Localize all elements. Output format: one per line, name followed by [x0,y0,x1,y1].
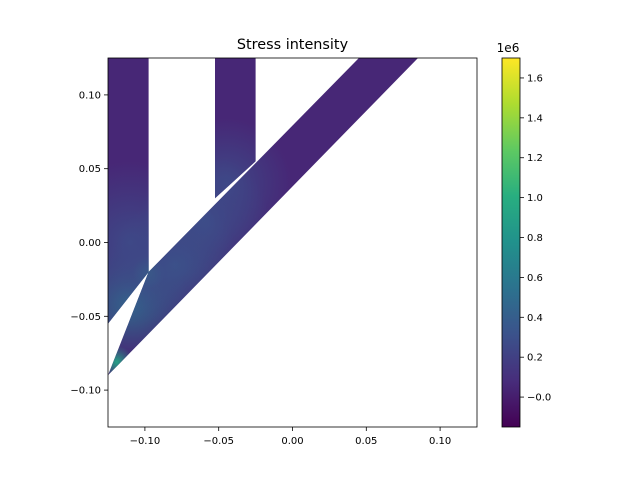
x-axis: −0.10 −0.05 0.00 0.05 0.10 [130,427,451,447]
y-tick-label: 0.05 [79,164,101,175]
colorbar-tick-label: 0.2 [527,353,543,364]
x-tick-label: −0.05 [203,436,234,447]
x-tick-label: 0.05 [355,436,377,447]
colorbar-tick-label: 1.4 [527,113,543,124]
y-tick-label: 0.00 [79,238,101,249]
colorbar-tick-label: 1.6 [527,73,543,84]
plot-area [108,58,418,376]
colorbar-tick-label: 1.0 [527,193,543,204]
colorbar-tick-label: 0.6 [527,273,543,284]
y-tick-label: 0.10 [79,90,101,101]
colorbar-tick-label: 0.4 [527,313,543,324]
colorbar-axis: −0.0 0.2 0.4 0.6 0.8 1.0 1.2 1.4 1.6 [520,73,551,404]
colorbar [501,57,521,428]
x-tick-label: 0.10 [429,436,451,447]
chart-title: Stress intensity [237,37,349,53]
colorbar-tick-label: 1.2 [527,153,543,164]
stress-hotspot [161,118,292,249]
stress-hotspot [108,161,212,324]
y-tick-label: −0.05 [70,312,101,323]
colorbar-multiplier: 1e6 [497,41,520,55]
y-tick-label: −0.10 [70,386,101,397]
x-tick-label: 0.00 [281,436,303,447]
x-tick-label: −0.10 [130,436,161,447]
plot-frame [107,57,478,428]
colorbar-tick-label: −0.0 [527,393,551,404]
y-axis: 0.10 0.05 0.00 −0.05 −0.10 [70,90,108,397]
colorbar-tick-label: 0.8 [527,233,543,244]
